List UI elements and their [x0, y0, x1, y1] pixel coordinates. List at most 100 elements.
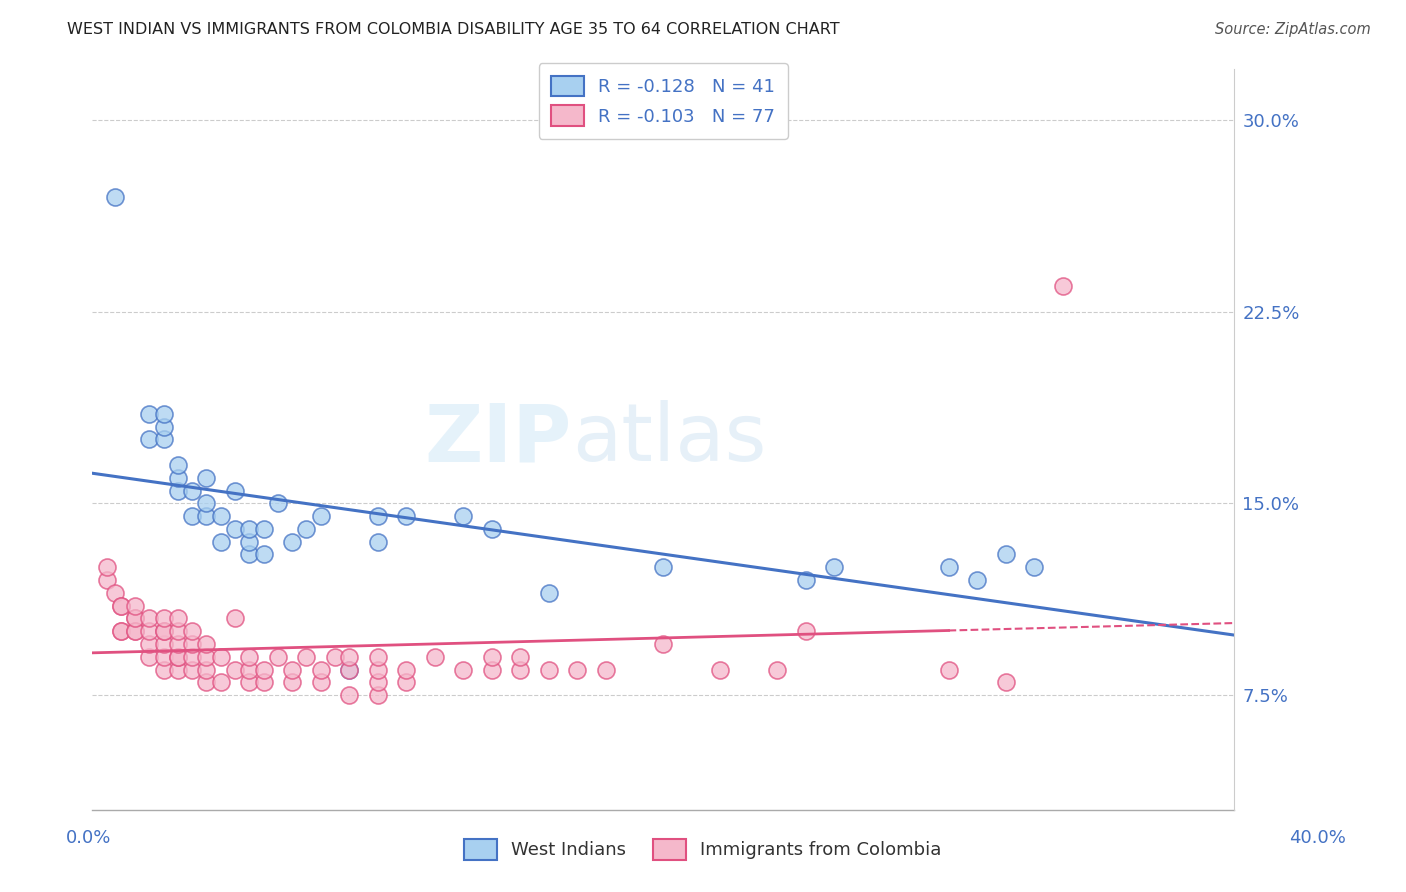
- Point: [595, 663, 617, 677]
- Point: [938, 560, 960, 574]
- Point: [1052, 279, 1074, 293]
- Point: [124, 599, 146, 613]
- Point: [281, 663, 304, 677]
- Point: [224, 483, 246, 498]
- Point: [395, 663, 418, 677]
- Y-axis label: Disability Age 35 to 64: Disability Age 35 to 64: [0, 345, 8, 534]
- Point: [537, 586, 560, 600]
- Point: [167, 649, 190, 664]
- Point: [238, 522, 260, 536]
- Point: [224, 663, 246, 677]
- Point: [367, 688, 389, 702]
- Point: [509, 663, 531, 677]
- Point: [209, 675, 232, 690]
- Point: [167, 624, 190, 639]
- Point: [138, 407, 160, 421]
- Point: [167, 471, 190, 485]
- Point: [395, 675, 418, 690]
- Point: [395, 509, 418, 524]
- Point: [337, 649, 360, 664]
- Point: [104, 189, 127, 203]
- Point: [181, 637, 204, 651]
- Point: [309, 675, 332, 690]
- Point: [110, 599, 132, 613]
- Point: [152, 611, 174, 625]
- Point: [652, 637, 675, 651]
- Point: [152, 663, 174, 677]
- Point: [209, 649, 232, 664]
- Point: [281, 675, 304, 690]
- Point: [152, 407, 174, 421]
- Point: [481, 522, 503, 536]
- Point: [152, 433, 174, 447]
- Point: [167, 458, 190, 472]
- Point: [367, 675, 389, 690]
- Point: [152, 419, 174, 434]
- Point: [367, 649, 389, 664]
- Point: [966, 573, 988, 587]
- Point: [453, 509, 475, 524]
- Point: [509, 649, 531, 664]
- Point: [110, 624, 132, 639]
- Point: [309, 509, 332, 524]
- Point: [224, 522, 246, 536]
- Point: [110, 624, 132, 639]
- Point: [138, 649, 160, 664]
- Point: [423, 649, 446, 664]
- Point: [367, 663, 389, 677]
- Point: [267, 649, 290, 664]
- Point: [104, 586, 127, 600]
- Point: [167, 649, 190, 664]
- Point: [453, 663, 475, 677]
- Point: [181, 649, 204, 664]
- Point: [152, 649, 174, 664]
- Point: [567, 663, 589, 677]
- Point: [167, 611, 190, 625]
- Point: [238, 649, 260, 664]
- Point: [337, 663, 360, 677]
- Point: [152, 637, 174, 651]
- Point: [209, 509, 232, 524]
- Text: ZIP: ZIP: [425, 401, 572, 478]
- Point: [938, 663, 960, 677]
- Point: [138, 433, 160, 447]
- Text: WEST INDIAN VS IMMIGRANTS FROM COLOMBIA DISABILITY AGE 35 TO 64 CORRELATION CHAR: WEST INDIAN VS IMMIGRANTS FROM COLOMBIA …: [67, 22, 841, 37]
- Point: [167, 637, 190, 651]
- Point: [167, 663, 190, 677]
- Legend: R = -0.128   N = 41, R = -0.103   N = 77: R = -0.128 N = 41, R = -0.103 N = 77: [538, 63, 787, 139]
- Point: [823, 560, 845, 574]
- Point: [652, 560, 675, 574]
- Point: [252, 663, 274, 677]
- Point: [1024, 560, 1046, 574]
- Point: [481, 649, 503, 664]
- Point: [195, 509, 218, 524]
- Point: [124, 624, 146, 639]
- Point: [138, 611, 160, 625]
- Point: [110, 599, 132, 613]
- Point: [337, 663, 360, 677]
- Point: [281, 534, 304, 549]
- Point: [238, 675, 260, 690]
- Point: [96, 573, 118, 587]
- Point: [267, 496, 290, 510]
- Point: [323, 649, 346, 664]
- Point: [252, 548, 274, 562]
- Point: [994, 548, 1017, 562]
- Point: [224, 611, 246, 625]
- Point: [138, 637, 160, 651]
- Point: [367, 509, 389, 524]
- Point: [195, 649, 218, 664]
- Point: [195, 637, 218, 651]
- Point: [181, 624, 204, 639]
- Text: 40.0%: 40.0%: [1289, 829, 1346, 847]
- Point: [124, 611, 146, 625]
- Point: [766, 663, 789, 677]
- Point: [124, 611, 146, 625]
- Point: [181, 663, 204, 677]
- Point: [252, 522, 274, 536]
- Point: [309, 663, 332, 677]
- Point: [481, 663, 503, 677]
- Point: [152, 624, 174, 639]
- Point: [181, 483, 204, 498]
- Point: [195, 471, 218, 485]
